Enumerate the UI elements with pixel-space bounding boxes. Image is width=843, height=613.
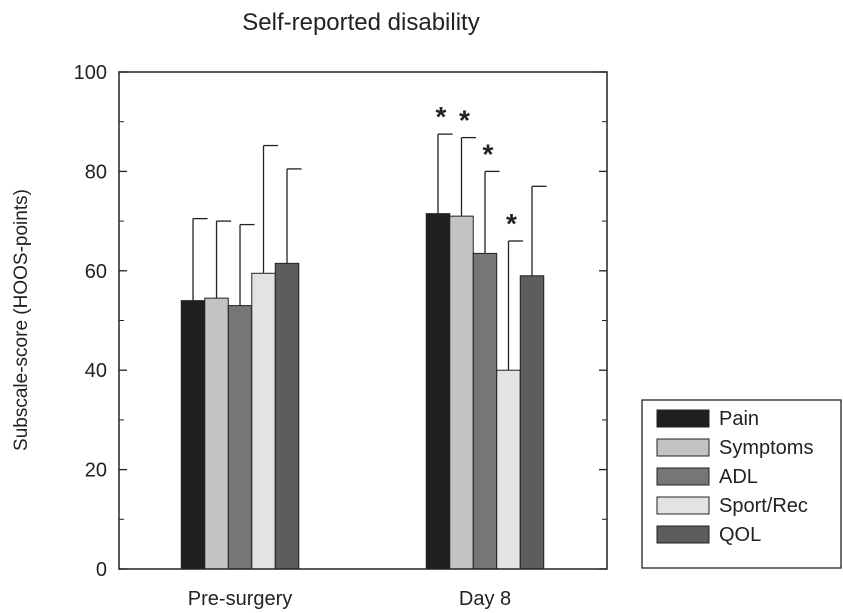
- y-tick-label: 0: [96, 559, 107, 581]
- bar-qol: [274, 262, 300, 570]
- bar-symptoms: [204, 297, 229, 570]
- bar-symptoms: [449, 215, 474, 570]
- y-tick-label: 80: [85, 161, 107, 183]
- legend: Pain Symptoms ADL Sport/Rec QOL: [641, 399, 842, 569]
- significance-marker: *: [483, 138, 494, 169]
- y-tick-label: 20: [85, 460, 107, 482]
- bar-adl: [227, 305, 253, 570]
- y-tick-label: 40: [85, 360, 107, 382]
- significance-marker: *: [459, 105, 470, 136]
- bar-qol: [519, 275, 545, 570]
- legend-swatch: [656, 409, 710, 428]
- bar-sport-rec: [496, 369, 521, 570]
- x-axis: Pre-surgery Day 8: [188, 588, 511, 610]
- plot-area: * * * *: [180, 101, 547, 570]
- legend-swatch: [656, 496, 710, 515]
- legend-label: Pain: [719, 408, 759, 430]
- significance-marker: *: [506, 208, 517, 239]
- y-tick-label: 100: [74, 62, 107, 84]
- y-axis-label: Subscale-score (HOOS-points): [11, 189, 32, 451]
- bar-sport-rec: [251, 272, 276, 570]
- bar-pain: [425, 213, 451, 570]
- legend-swatch: [656, 438, 710, 457]
- chart-title: Self-reported disability: [242, 9, 479, 36]
- y-tick-label: 60: [85, 261, 107, 283]
- legend-label: Symptoms: [719, 437, 813, 459]
- legend-swatch: [656, 467, 710, 486]
- significance-marker: *: [436, 101, 447, 132]
- legend-label: ADL: [719, 466, 758, 488]
- legend-swatch: [656, 525, 710, 544]
- legend-label: QOL: [719, 524, 761, 546]
- x-category-label: Day 8: [459, 588, 511, 610]
- y-axis: 0 20 40 60 80 100: [74, 62, 607, 581]
- bar-pain: [180, 300, 206, 570]
- legend-label: Sport/Rec: [719, 495, 808, 517]
- x-category-label: Pre-surgery: [188, 588, 292, 610]
- bar-adl: [472, 252, 498, 570]
